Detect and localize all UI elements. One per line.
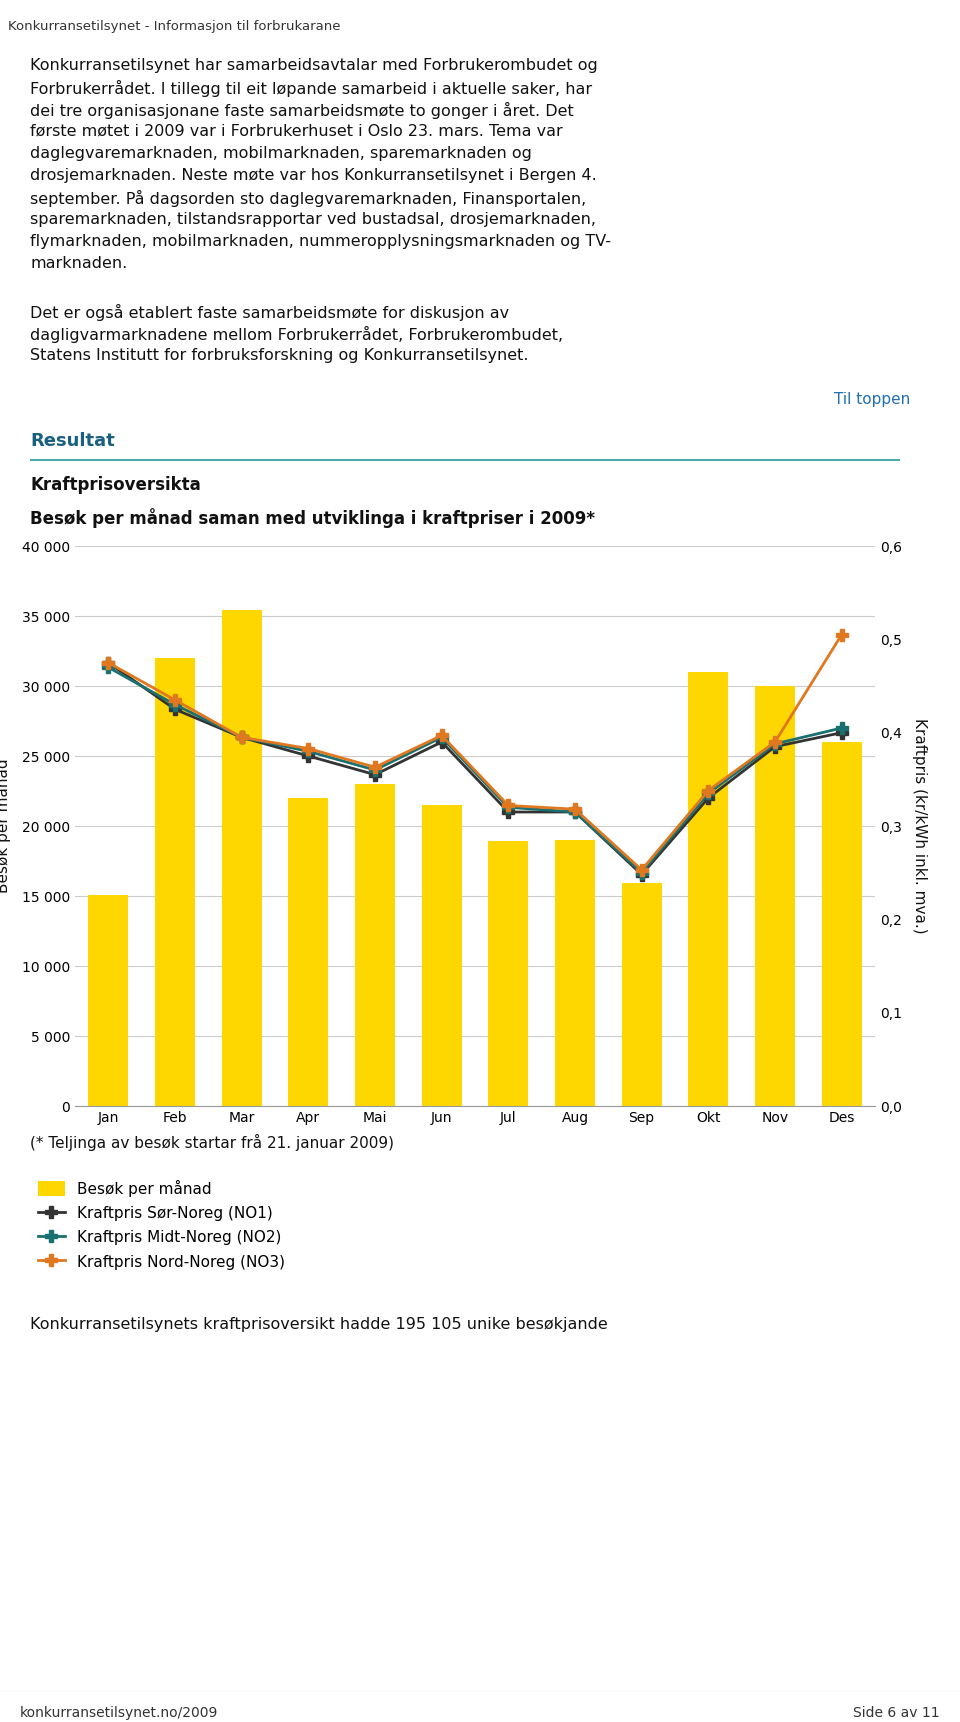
Text: Side 6 av 11: Side 6 av 11 [853, 1707, 940, 1720]
Bar [88, 895, 129, 1106]
Bar [421, 804, 462, 1106]
Bar [822, 742, 862, 1106]
Text: Kraftprisoversikta: Kraftprisoversikta [30, 475, 201, 494]
Bar [555, 840, 595, 1106]
Bar [288, 797, 328, 1106]
Text: Statens Institutt for forbruksforskning og Konkurransetilsynet.: Statens Institutt for forbruksforskning … [30, 348, 529, 363]
Y-axis label: Besøk per månad: Besøk per månad [0, 759, 11, 894]
Legend: Besøk per månad, Kraftpris Sør-Noreg (NO1), Kraftpris Midt-Noreg (NO2), Kraftpri: Besøk per månad, Kraftpris Sør-Noreg (NO… [37, 1180, 285, 1269]
Text: Besøk per månad saman med utviklinga i kraftpriser i 2009*: Besøk per månad saman med utviklinga i k… [30, 508, 595, 529]
Y-axis label: Kraftpris (kr/kWh inkl. mva.): Kraftpris (kr/kWh inkl. mva.) [912, 718, 926, 933]
Text: marknaden.: marknaden. [30, 257, 128, 270]
Text: dagligvarmarknadene mellom Forbrukerrådet, Forbrukerombudet,: dagligvarmarknadene mellom Forbrukerråde… [30, 327, 564, 343]
Bar [222, 610, 262, 1106]
Bar [755, 685, 795, 1106]
Text: daglegvaremarknaden, mobilmarknaden, sparemarknaden og: daglegvaremarknaden, mobilmarknaden, spa… [30, 146, 532, 160]
Text: første møtet i 2009 var i Forbrukerhuset i Oslo 23. mars. Tema var: første møtet i 2009 var i Forbrukerhuset… [30, 124, 563, 139]
Text: sparemarknaden, tilstandsrapportar ved bustadsal, drosjemarknaden,: sparemarknaden, tilstandsrapportar ved b… [30, 212, 596, 227]
Text: Resultat: Resultat [30, 432, 115, 449]
Text: Det er også etablert faste samarbeidsmøte for diskusjon av: Det er også etablert faste samarbeidsmøt… [30, 305, 509, 322]
Text: Forbrukerrådet. I tillegg til eit løpande samarbeid i aktuelle saker, har: Forbrukerrådet. I tillegg til eit løpand… [30, 79, 592, 96]
Text: Konkurransetilsynet har samarbeidsavtalar med Forbrukerombudet og: Konkurransetilsynet har samarbeidsavtala… [30, 59, 598, 72]
Text: dei tre organisasjonane faste samarbeidsmøte to gonger i året. Det: dei tre organisasjonane faste samarbeids… [30, 102, 574, 119]
Bar [622, 883, 661, 1106]
Text: Til toppen: Til toppen [833, 393, 910, 408]
Bar [155, 658, 195, 1106]
Bar [355, 784, 395, 1106]
Bar [688, 672, 729, 1106]
Text: (* Teljinga av besøk startar frå 21. januar 2009): (* Teljinga av besøk startar frå 21. jan… [30, 1135, 394, 1150]
Text: drosjemarknaden. Neste møte var hos Konkurransetilsynet i Bergen 4.: drosjemarknaden. Neste møte var hos Konk… [30, 169, 597, 183]
Text: Konkurransetilsynet - Informasjon til forbrukarane: Konkurransetilsynet - Informasjon til fo… [8, 21, 341, 33]
Text: Konkurransetilsynets kraftprisoversikt hadde 195 105 unike besøkjande: Konkurransetilsynets kraftprisoversikt h… [30, 1317, 608, 1333]
Text: konkurransetilsynet.no/2009: konkurransetilsynet.no/2009 [20, 1707, 218, 1720]
Text: flymarknaden, mobilmarknaden, nummeropplysningsmarknaden og TV-: flymarknaden, mobilmarknaden, nummeroppl… [30, 234, 612, 250]
Text: september. På dagsorden sto daglegvaremarknaden, Finansportalen,: september. På dagsorden sto daglegvarema… [30, 189, 587, 207]
Bar [489, 842, 528, 1106]
